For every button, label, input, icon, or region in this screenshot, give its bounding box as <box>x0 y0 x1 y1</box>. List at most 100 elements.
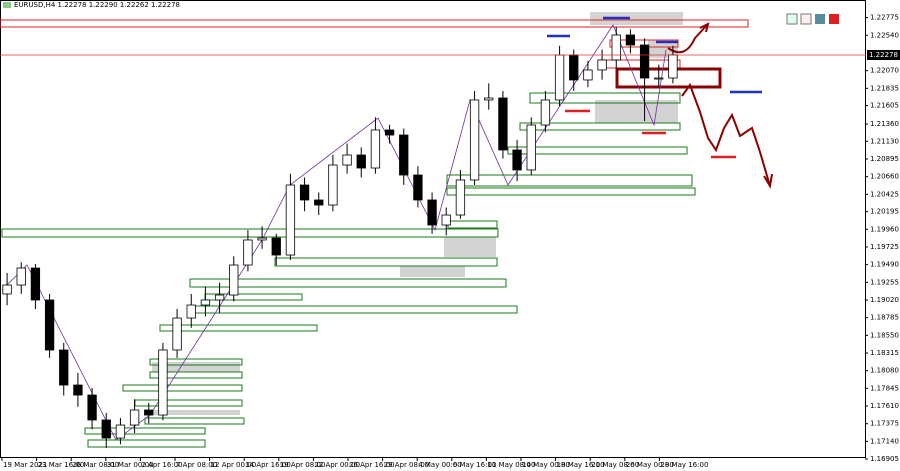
x-tick-label: 2 Apr 16:00 <box>141 461 182 469</box>
candle-body <box>299 184 310 201</box>
x-tick-label: 14 Apr 16:00 <box>245 461 291 469</box>
y-tick-label: 1.18550 <box>870 331 899 339</box>
candle-body <box>625 34 636 46</box>
candle-body <box>554 54 565 101</box>
y-tick-label: 1.18785 <box>870 314 899 322</box>
candle-body <box>512 149 522 171</box>
candle-body <box>101 419 111 439</box>
x-tick-label: 19 Apr 08:00 <box>280 461 326 469</box>
gray-zone <box>152 362 240 372</box>
bid-label: 1.22278 <box>869 51 898 59</box>
y-tick-label: 1.20660 <box>870 173 899 181</box>
symbol-icon <box>3 2 11 8</box>
y-tick-label: 1.22540 <box>870 31 899 39</box>
toolbar-button[interactable] <box>815 14 825 24</box>
candle-body <box>16 267 26 286</box>
gray-zone <box>444 237 496 257</box>
candle-body <box>370 129 381 169</box>
y-tick-label: 1.19020 <box>870 296 899 304</box>
candle-body <box>668 54 678 79</box>
candle-body <box>639 44 650 79</box>
candle-body <box>257 237 267 241</box>
x-tick-label: 6 May 16:00 <box>453 461 497 469</box>
candle-body <box>540 99 551 126</box>
candle-body <box>172 317 182 351</box>
x-tick-label: 7 Apr 08:00 <box>176 461 217 469</box>
candle-body <box>413 174 423 201</box>
y-tick-label: 1.18315 <box>870 349 899 357</box>
candle-body <box>144 409 154 416</box>
x-tick-label: 4 May 00:00 <box>418 461 462 469</box>
y-tick-label: 1.20425 <box>870 190 899 198</box>
candle-body <box>73 384 83 396</box>
x-tick-label: 22 Apr 00:00 <box>314 461 360 469</box>
y-tick-label: 1.21130 <box>870 137 899 145</box>
x-tick-label: 19 Mar 2021 <box>3 461 47 469</box>
x-tick-label: 26 Apr 16:00 <box>349 461 395 469</box>
candle-body <box>158 349 168 416</box>
candle-body <box>597 59 607 71</box>
candle-body <box>87 394 97 421</box>
bid-label-box <box>867 49 900 60</box>
candle-body <box>469 99 480 181</box>
y-tick-label: 1.21835 <box>870 84 899 92</box>
demand-zone <box>87 439 206 448</box>
y-tick-label: 1.18080 <box>870 367 899 375</box>
gray-zone <box>400 266 465 277</box>
toolbar-button[interactable] <box>786 13 798 25</box>
demand-zone <box>149 358 243 366</box>
x-tick-label: 12 Apr 00:00 <box>211 461 257 469</box>
y-tick-label: 1.20895 <box>870 155 899 163</box>
y-tick-label: 1.17140 <box>870 437 899 445</box>
candle-body <box>611 34 621 61</box>
candle-body <box>59 349 69 386</box>
x-tick-label: 26 Mar 08:00 <box>72 461 119 469</box>
toolbar-button[interactable] <box>829 14 839 24</box>
candle-body <box>285 184 296 256</box>
y-tick-label: 1.17845 <box>870 384 899 392</box>
demand-zone <box>529 92 681 104</box>
demand-zone <box>84 427 206 435</box>
chart-title: EURUSD,H4 1.22278 1.22290 1.22262 1.2227… <box>14 1 180 9</box>
x-tick-label: 18 May 16:00 <box>557 461 605 469</box>
candle-body <box>484 97 494 101</box>
candle-body <box>2 284 12 295</box>
x-tick-label: 14 May 00:00 <box>522 461 570 469</box>
candle-body <box>200 299 211 306</box>
toolbar-button[interactable] <box>800 13 812 25</box>
levels <box>547 16 762 159</box>
projection-path <box>667 22 773 189</box>
demand-zone <box>507 146 688 155</box>
candle-body <box>498 97 508 151</box>
demand-zone <box>149 371 243 379</box>
candle-body <box>129 409 140 426</box>
x-tick-label: 29 Apr 08:00 <box>384 461 430 469</box>
candle-body <box>384 129 395 136</box>
candle-body <box>314 199 324 206</box>
candle-body <box>356 154 366 169</box>
demand-zone <box>274 257 498 267</box>
candle-body <box>328 164 338 206</box>
y-tick-label: 1.21360 <box>870 120 899 128</box>
x-tick-label: 31 Mar 00:00 <box>107 461 154 469</box>
y-tick-label: 1.22775 <box>870 14 899 22</box>
candle-body <box>186 304 196 319</box>
gray-zone <box>590 12 683 25</box>
candle-body <box>569 54 579 81</box>
y-tick-label: 1.16905 <box>870 455 899 463</box>
demand-zone <box>446 187 696 196</box>
candle-body <box>229 264 239 296</box>
y-tick-label: 1.22070 <box>870 67 899 75</box>
candle-body <box>441 214 451 226</box>
demand-zone <box>446 174 693 187</box>
supply-zone <box>0 19 749 28</box>
candle-body <box>44 299 55 351</box>
zones <box>0 12 749 448</box>
y-tick-label: 1.21605 <box>870 102 899 110</box>
y-tick-label: 1.17610 <box>870 402 899 410</box>
toolbar[interactable] <box>786 13 839 25</box>
demand-zone <box>159 324 318 332</box>
candle-body <box>115 424 126 439</box>
